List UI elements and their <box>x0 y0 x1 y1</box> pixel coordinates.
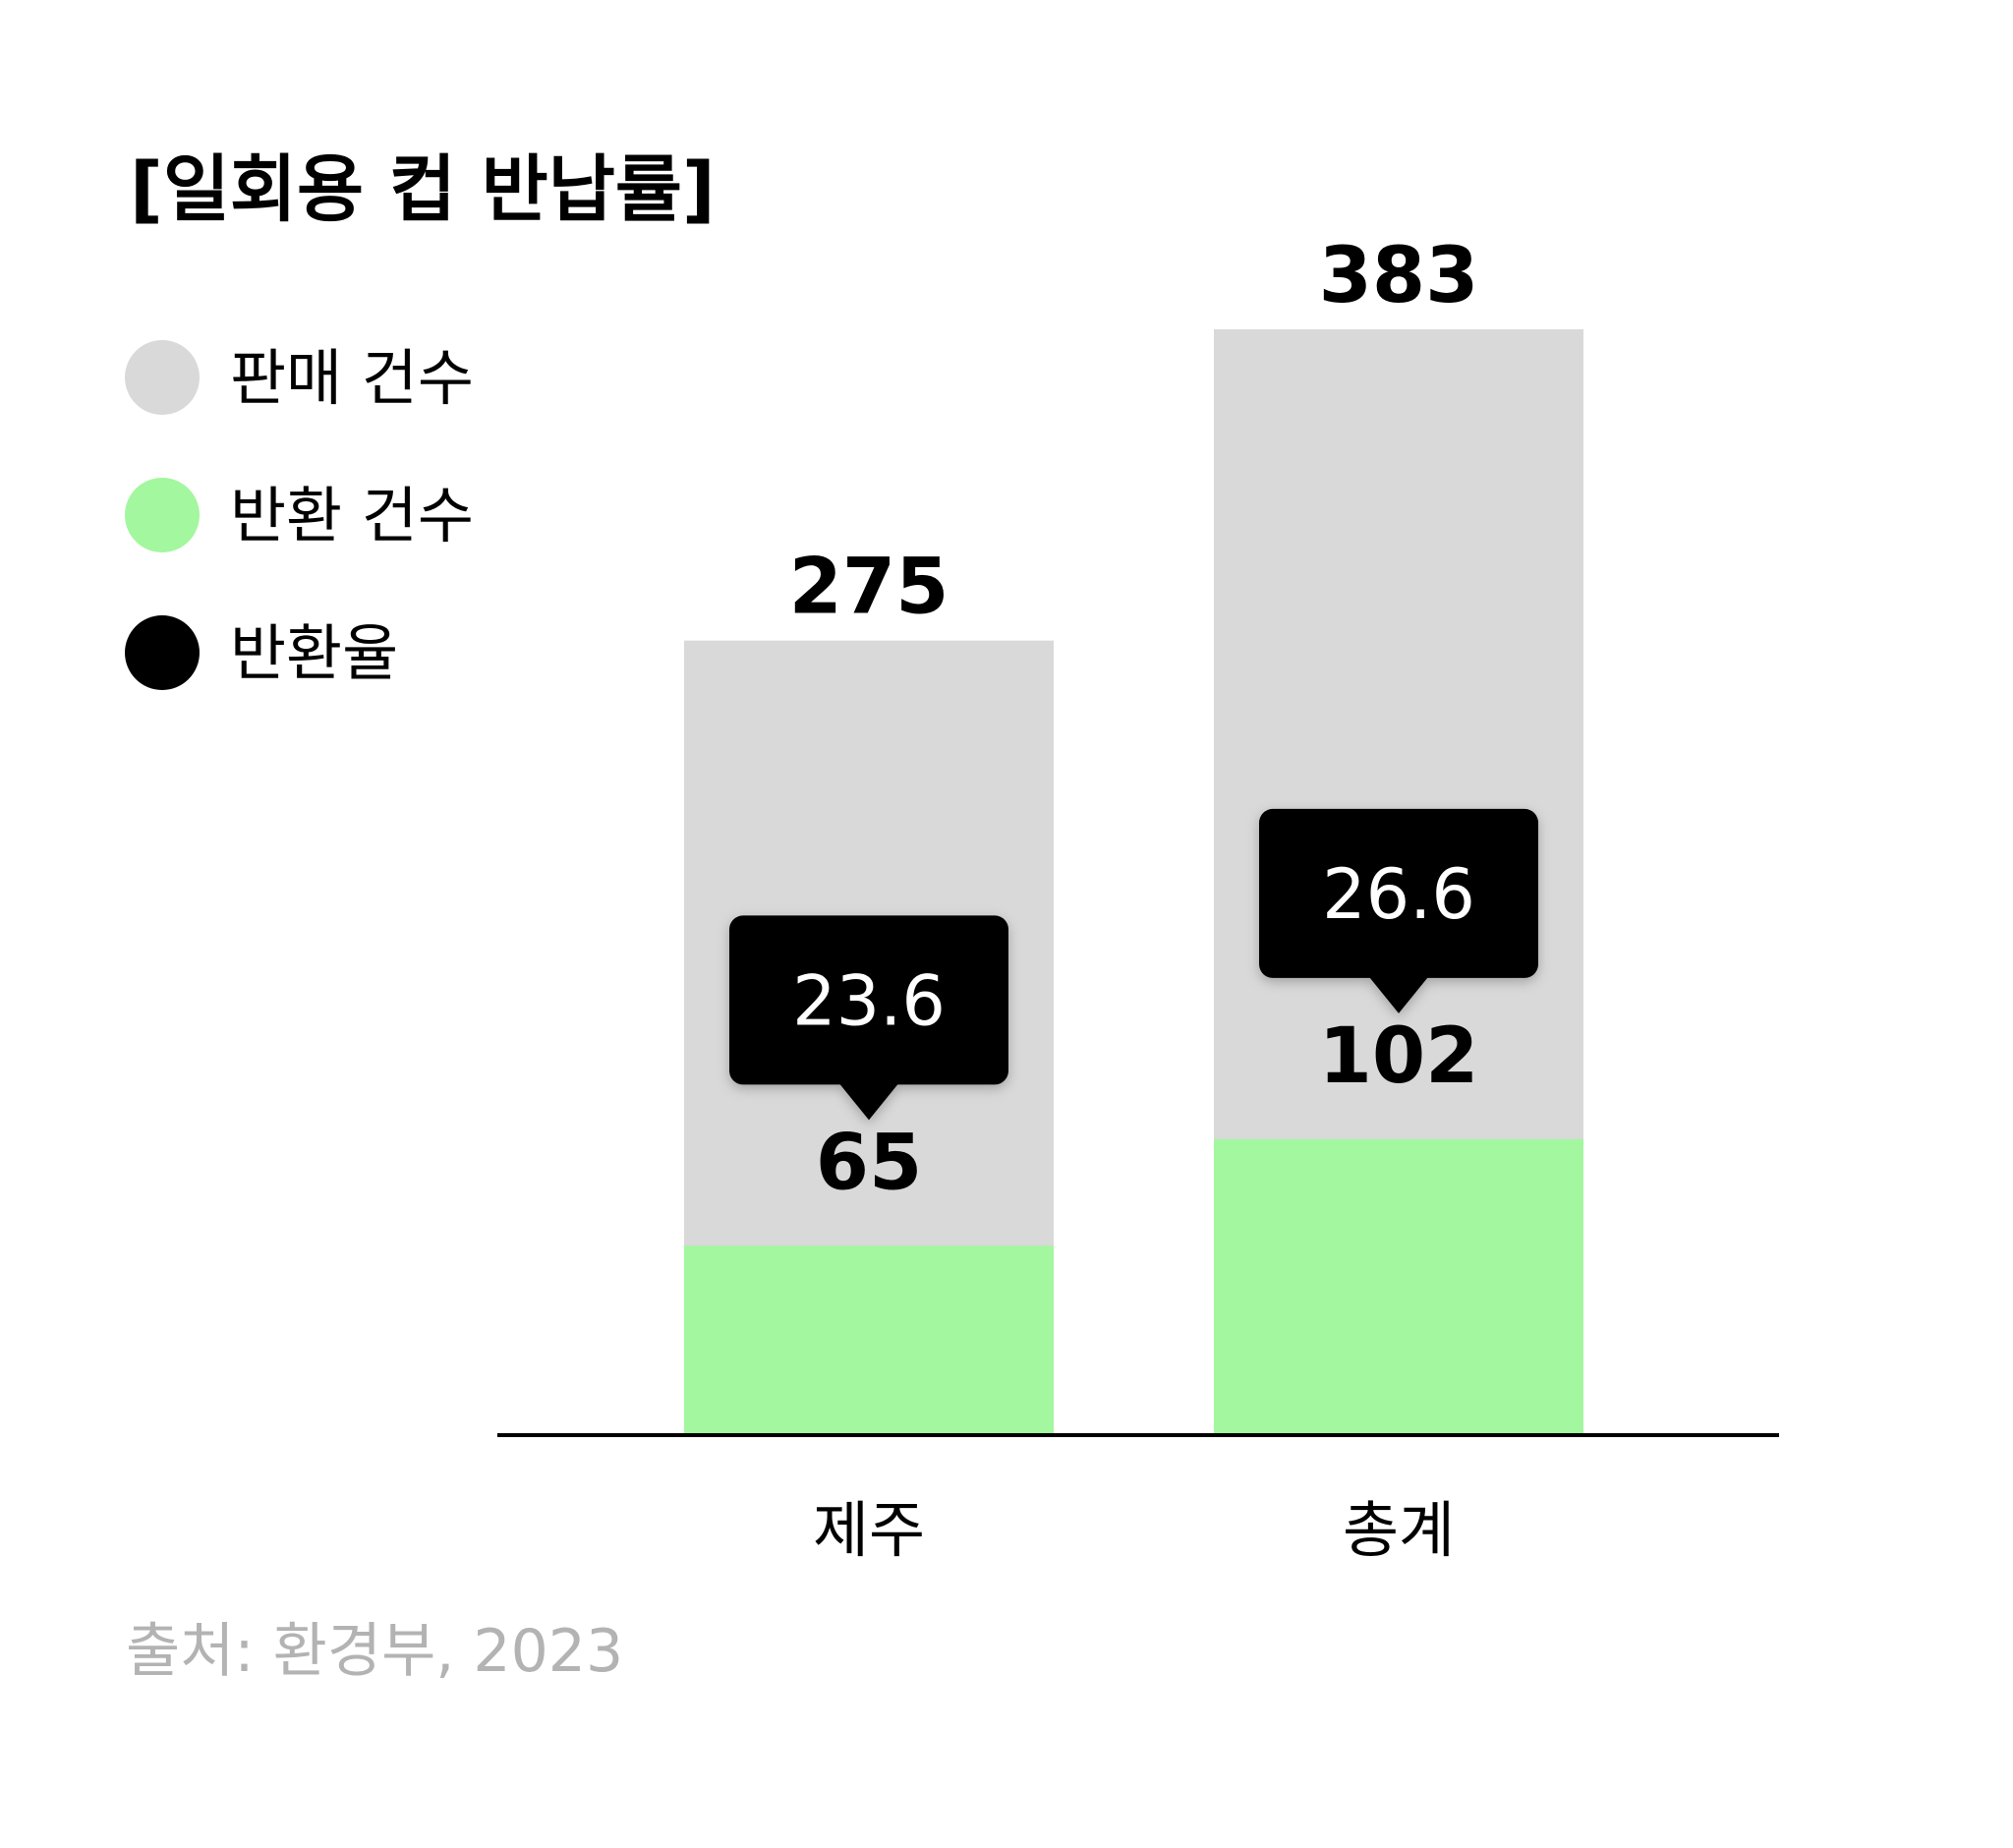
bar-returns-2 <box>1214 1138 1583 1433</box>
legend-label-1: 판매 건수 <box>230 342 474 414</box>
sales-value-label-1: 275 <box>789 544 949 632</box>
source-note: 출처: 환경부, 2023 <box>126 1617 623 1686</box>
rate-callout-box-1 <box>729 915 1008 1085</box>
legend-swatch-3 <box>125 615 200 690</box>
legend-swatch-2 <box>125 478 200 552</box>
legend-label-2: 반환 건수 <box>230 480 474 551</box>
rate-callout-2: 26.6 <box>1259 808 1538 1013</box>
rate-callout-pointer-1 <box>839 1083 898 1121</box>
chart-title: [일회용 컵 반납률] <box>130 147 716 232</box>
bar-returns-1 <box>684 1245 1054 1433</box>
returns-value-label-2: 102 <box>1319 1012 1479 1101</box>
returns-value-label-1: 65 <box>816 1119 923 1207</box>
rate-callout-box-2 <box>1259 808 1538 978</box>
legend-label-3: 반환율 <box>230 617 398 689</box>
category-label-1: 제주 <box>813 1494 925 1566</box>
sales-value-label-2: 383 <box>1319 232 1479 320</box>
category-label-2: 총계 <box>1343 1494 1455 1566</box>
rate-value-label-2: 26.6 <box>1322 854 1475 935</box>
rate-callout-1: 23.6 <box>729 915 1008 1121</box>
rate-callout-pointer-2 <box>1369 976 1428 1013</box>
legend-swatch-1 <box>125 340 200 415</box>
rate-value-label-1: 23.6 <box>792 960 946 1041</box>
bars: 275 65 23.6 제주 383 102 26.6 총계 <box>684 232 1583 1566</box>
